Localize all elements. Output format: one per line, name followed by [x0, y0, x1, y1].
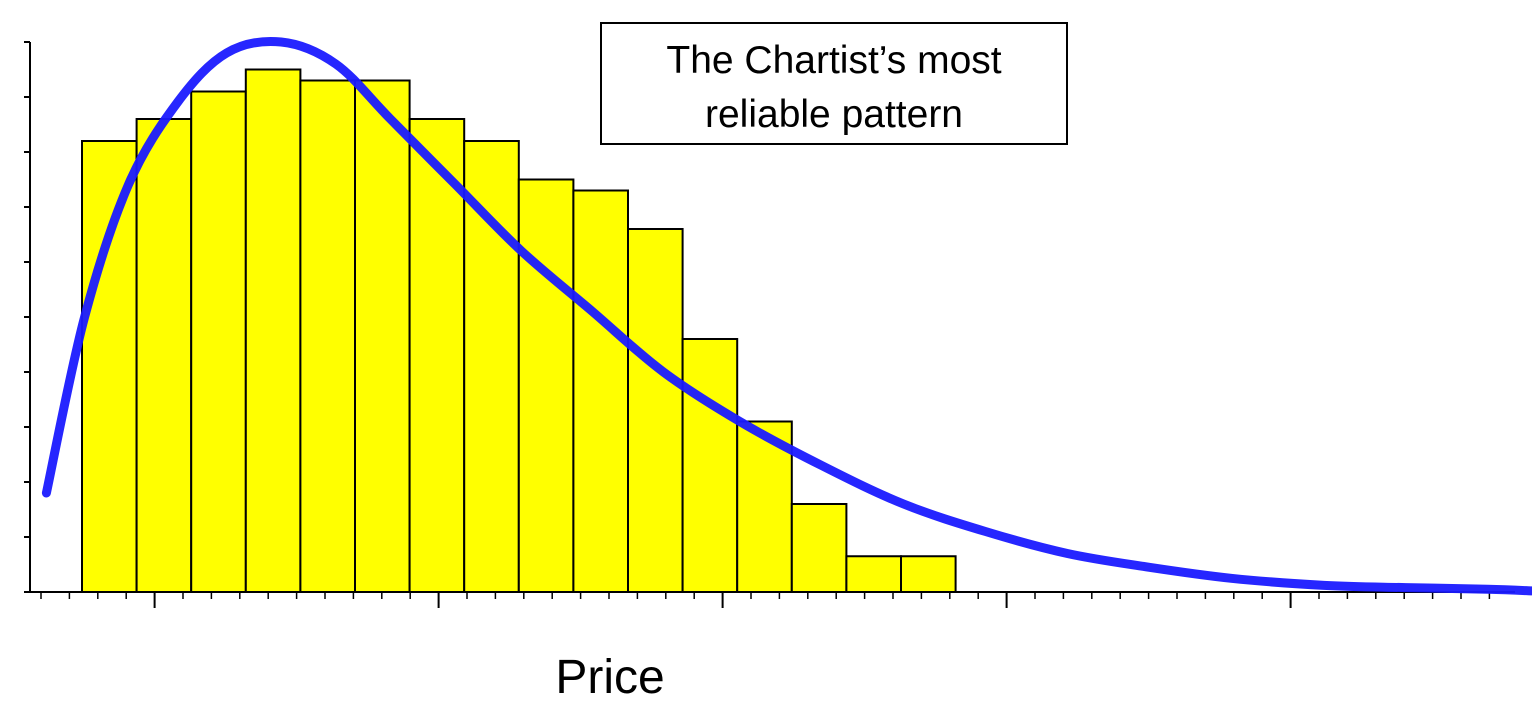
bar: [627, 228, 684, 593]
bar: [244, 68, 302, 593]
bar: [517, 178, 575, 593]
bar: [81, 140, 138, 593]
bar: [572, 189, 630, 593]
annotation-line-1: The Chartist’s most: [666, 39, 1002, 82]
bar: [299, 79, 356, 593]
bar: [135, 118, 193, 593]
bar: [900, 555, 957, 593]
annotation-line-2: reliable pattern: [705, 93, 963, 136]
bar: [408, 118, 466, 593]
distribution-curve: [41, 37, 1532, 596]
bar: [354, 79, 411, 593]
annotation-box: The Chartist’s most reliable pattern: [600, 22, 1068, 145]
distribution-curve-line: [41, 37, 1532, 596]
bar: [681, 338, 739, 593]
x-axis-label: Price: [555, 651, 665, 704]
bar: [845, 555, 903, 593]
bar: [790, 503, 848, 593]
bars: [81, 68, 957, 593]
bar: [190, 90, 247, 593]
bar: [463, 140, 520, 593]
